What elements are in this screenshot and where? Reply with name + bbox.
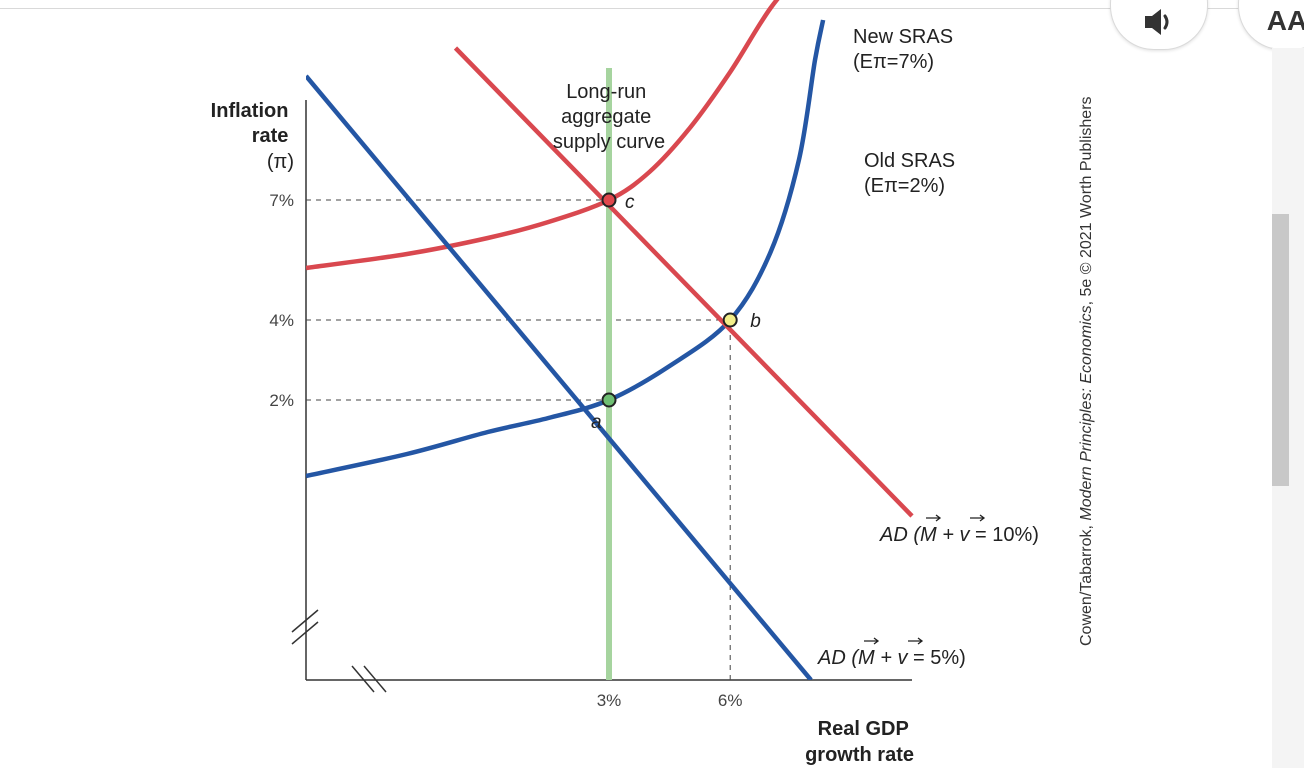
top-divider	[0, 8, 1304, 9]
point-a	[601, 392, 617, 408]
point-c	[601, 192, 617, 208]
series-ad-m-v-10	[453, 46, 914, 518]
x-tick-3: 3%	[597, 691, 622, 710]
y-axis-title: Inflation rate (π)	[211, 100, 294, 173]
y-tick-7: 7%	[269, 191, 294, 210]
equilibrium-points: a b c	[591, 192, 761, 433]
point-label-b: b	[750, 311, 761, 332]
tick-labels: 2% 4% 7% 3% 6%	[269, 191, 742, 710]
ad-5-label: AD (M + v = 5%)	[817, 647, 966, 669]
series-old-sras-e-2	[306, 19, 826, 479]
new-sras-label: New SRAS (Eπ=7%)	[853, 26, 959, 73]
y-tick-4: 4%	[269, 311, 294, 330]
point-label-a: a	[591, 412, 602, 433]
series-new-sras-e-7	[306, 0, 780, 271]
publisher-credit: Cowen/Tabarrok, Modern Principles: Econo…	[1078, 96, 1095, 646]
guide-lines	[306, 199, 731, 680]
font-size-button[interactable]: AA	[1238, 0, 1304, 50]
y-tick-2: 2%	[269, 391, 294, 410]
old-sras-label: Old SRAS (Eπ=2%)	[864, 150, 961, 197]
point-b	[722, 312, 738, 328]
font-size-label: AA	[1266, 5, 1304, 36]
point-label-c: c	[625, 192, 635, 213]
lras-label: Long-run aggregate supply curve	[553, 81, 665, 153]
ad-5-arrows	[864, 637, 924, 645]
series-ad-m-v-5	[306, 74, 813, 680]
y-axis-break	[291, 609, 319, 645]
ad-10-label: AD (M + v = 10%)	[879, 524, 1039, 546]
series-group	[306, 0, 914, 680]
ad-10-arrows	[926, 514, 986, 522]
x-axis-break	[351, 665, 387, 693]
speaker-icon	[1145, 9, 1169, 35]
x-axis-title: Real GDP growth rate	[805, 718, 914, 766]
x-tick-6: 6%	[718, 691, 743, 710]
scrollbar-thumb[interactable]	[1272, 214, 1289, 486]
